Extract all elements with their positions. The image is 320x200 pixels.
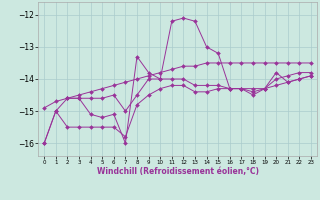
X-axis label: Windchill (Refroidissement éolien,°C): Windchill (Refroidissement éolien,°C)	[97, 167, 259, 176]
